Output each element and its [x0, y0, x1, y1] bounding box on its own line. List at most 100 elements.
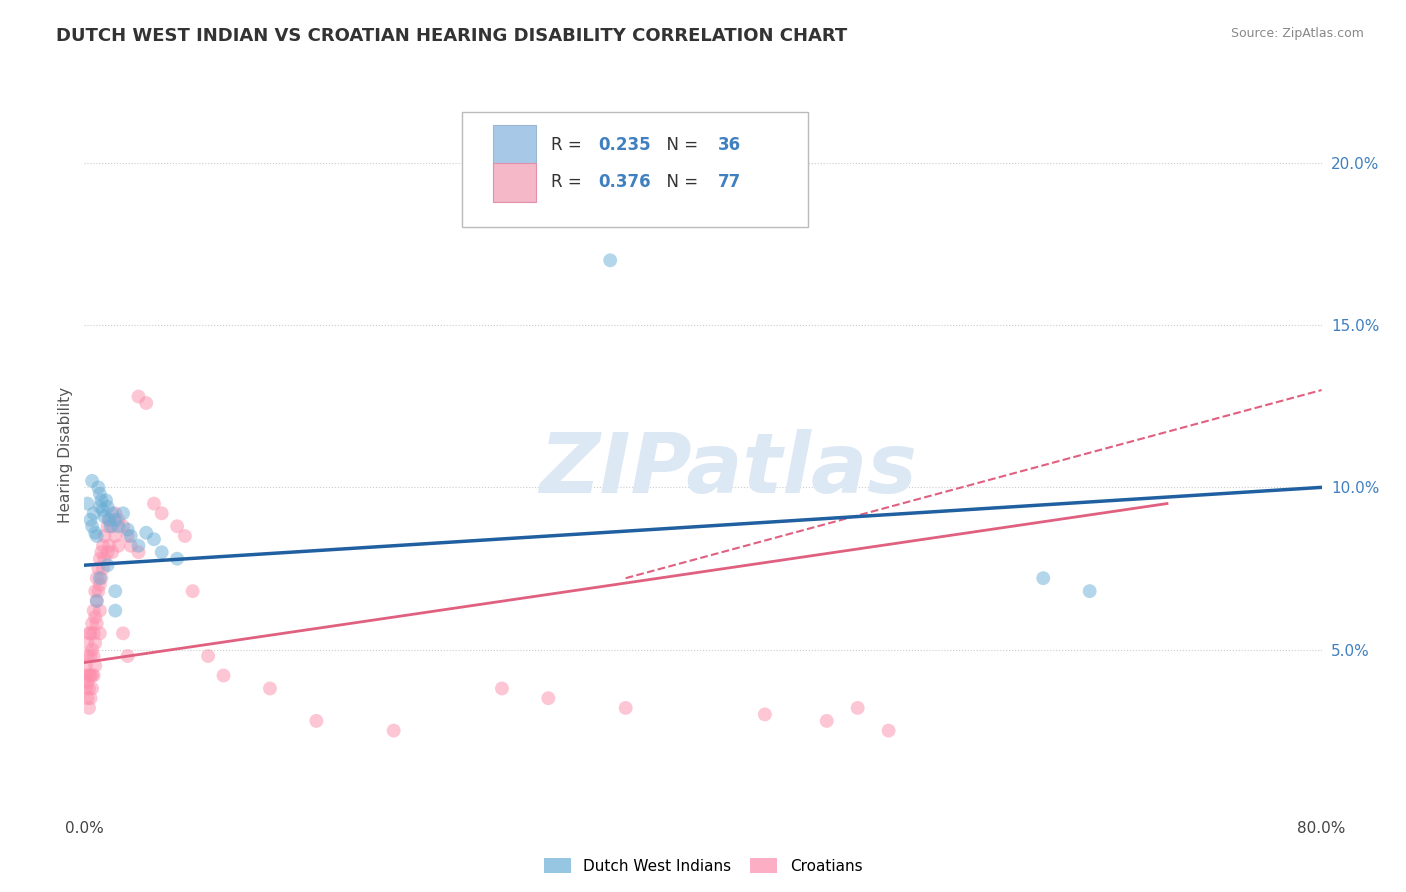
Point	[79, 648, 101, 663]
Point	[181, 584, 204, 599]
Point	[79, 626, 101, 640]
Point	[754, 707, 776, 722]
Point	[87, 480, 110, 494]
Point	[97, 519, 120, 533]
Point	[91, 539, 114, 553]
Point	[599, 253, 621, 268]
Point	[128, 545, 150, 559]
Point	[76, 636, 98, 650]
Text: Source: ZipAtlas.com: Source: ZipAtlas.com	[1230, 27, 1364, 40]
Point	[100, 519, 122, 533]
Point	[101, 506, 124, 520]
Point	[143, 497, 166, 511]
Point	[491, 681, 513, 696]
Point	[98, 513, 121, 527]
Point	[86, 616, 108, 631]
Point	[117, 648, 139, 663]
Text: 0.235: 0.235	[598, 136, 651, 153]
Point	[93, 551, 115, 566]
Point	[83, 626, 105, 640]
Point	[91, 561, 114, 575]
Point	[84, 525, 107, 540]
Text: DUTCH WEST INDIAN VS CROATIAN HEARING DISABILITY CORRELATION CHART: DUTCH WEST INDIAN VS CROATIAN HEARING DI…	[56, 27, 848, 45]
Point	[84, 658, 107, 673]
Point	[107, 519, 129, 533]
Point	[120, 529, 142, 543]
Point	[89, 604, 111, 618]
Y-axis label: Hearing Disability: Hearing Disability	[58, 387, 73, 523]
Point	[79, 513, 101, 527]
Text: 0.376: 0.376	[598, 173, 651, 191]
Point	[89, 626, 111, 640]
Point	[93, 509, 115, 524]
Point	[90, 493, 112, 508]
Point	[77, 681, 100, 696]
Point	[90, 545, 112, 559]
Point	[98, 513, 121, 527]
Point	[97, 558, 120, 573]
Point	[77, 668, 100, 682]
Point	[112, 506, 135, 520]
Point	[212, 668, 235, 682]
Point	[84, 636, 107, 650]
Point	[305, 714, 328, 728]
Point	[84, 584, 107, 599]
Point	[846, 701, 869, 715]
Point	[104, 604, 127, 618]
Point	[120, 539, 142, 553]
Point	[86, 594, 108, 608]
Point	[815, 714, 838, 728]
Point	[382, 723, 405, 738]
Text: N =: N =	[657, 173, 703, 191]
Point	[83, 668, 105, 682]
Point	[128, 390, 150, 404]
Point	[83, 506, 105, 520]
Point	[89, 500, 111, 514]
Point	[107, 513, 129, 527]
Point	[101, 545, 124, 559]
Point	[86, 529, 108, 543]
FancyBboxPatch shape	[492, 125, 536, 164]
Point	[84, 610, 107, 624]
Point	[76, 497, 98, 511]
Point	[75, 681, 97, 696]
Point	[82, 642, 104, 657]
Point	[79, 668, 101, 682]
Point	[82, 519, 104, 533]
Point	[104, 584, 127, 599]
Point	[79, 691, 101, 706]
Point	[614, 701, 637, 715]
Point	[104, 529, 127, 543]
Point	[143, 533, 166, 547]
Point	[91, 503, 114, 517]
Point	[150, 506, 173, 520]
Text: ZIPatlas: ZIPatlas	[538, 429, 917, 509]
Point	[82, 474, 104, 488]
Point	[877, 723, 900, 738]
Point	[86, 571, 108, 585]
Point	[89, 571, 111, 585]
Point	[89, 487, 111, 501]
Point	[87, 561, 110, 575]
Point	[86, 594, 108, 608]
Point	[259, 681, 281, 696]
Point	[128, 539, 150, 553]
Text: R =: R =	[551, 136, 586, 153]
Point	[537, 691, 560, 706]
Text: N =: N =	[657, 136, 703, 153]
Point	[117, 529, 139, 543]
Point	[107, 539, 129, 553]
Point	[117, 523, 139, 537]
Point	[1032, 571, 1054, 585]
Point	[174, 529, 197, 543]
Point	[135, 396, 157, 410]
Legend: Dutch West Indians, Croatians: Dutch West Indians, Croatians	[537, 852, 869, 880]
Point	[75, 658, 97, 673]
Point	[98, 539, 121, 553]
Point	[89, 551, 111, 566]
Point	[93, 529, 115, 543]
Point	[166, 519, 188, 533]
Point	[83, 604, 105, 618]
Point	[135, 525, 157, 540]
Point	[94, 493, 117, 508]
